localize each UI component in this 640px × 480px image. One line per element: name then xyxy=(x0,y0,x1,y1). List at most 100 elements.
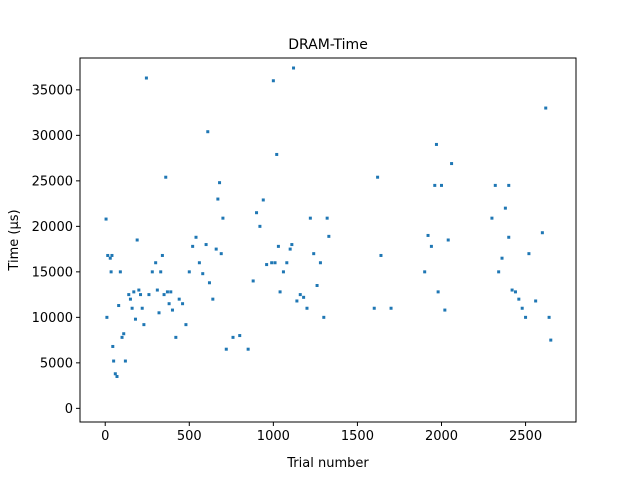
data-point xyxy=(500,256,504,260)
data-point xyxy=(493,183,497,187)
data-point xyxy=(450,162,454,166)
chart-title: DRAM-Time xyxy=(288,37,368,53)
data-point xyxy=(113,372,117,376)
data-point xyxy=(224,347,228,351)
data-point xyxy=(510,288,514,292)
y-tick-label: 10000 xyxy=(32,311,73,326)
data-point xyxy=(144,76,148,80)
y-tick-label: 0 xyxy=(65,402,73,417)
data-point xyxy=(251,279,255,283)
data-point xyxy=(197,261,201,265)
data-point xyxy=(111,344,115,348)
y-tick-label: 20000 xyxy=(32,220,73,235)
data-point xyxy=(137,288,141,292)
data-point xyxy=(520,306,524,310)
data-point xyxy=(258,224,262,228)
data-point xyxy=(443,308,447,312)
data-point xyxy=(160,253,164,257)
data-point xyxy=(187,270,191,274)
data-point xyxy=(436,290,440,294)
data-point xyxy=(439,183,443,187)
y-tick-label: 15000 xyxy=(32,265,73,280)
data-point xyxy=(122,332,126,336)
data-point xyxy=(106,253,110,257)
data-point xyxy=(429,244,433,248)
data-point xyxy=(288,247,292,251)
data-point xyxy=(433,183,437,187)
data-point xyxy=(271,79,275,83)
data-point xyxy=(497,270,501,274)
data-point xyxy=(322,315,326,319)
data-point xyxy=(513,290,517,294)
data-point xyxy=(290,243,294,247)
x-tick-label: 500 xyxy=(177,429,202,444)
y-axis-ticks: 0 5000 10000 15000 20000 25000 30000 35000 xyxy=(32,83,80,417)
data-point xyxy=(157,311,161,315)
data-point xyxy=(191,244,195,248)
x-tick-label: 2000 xyxy=(425,429,458,444)
data-point xyxy=(219,252,223,256)
data-point xyxy=(169,290,173,294)
data-point xyxy=(132,290,136,294)
data-point xyxy=(285,261,289,265)
data-point xyxy=(325,216,329,220)
data-point xyxy=(155,288,159,292)
data-point xyxy=(372,306,376,310)
data-point xyxy=(544,106,548,110)
data-point xyxy=(147,293,151,297)
data-points xyxy=(104,66,553,378)
data-point xyxy=(446,238,450,242)
data-point xyxy=(302,295,306,299)
y-tick-label: 5000 xyxy=(40,356,73,371)
data-point xyxy=(547,315,551,319)
data-point xyxy=(527,252,531,256)
data-point xyxy=(162,293,166,297)
data-point xyxy=(278,290,282,294)
data-point xyxy=(534,299,538,303)
data-point xyxy=(184,323,188,327)
x-tick-label: 1500 xyxy=(341,429,374,444)
data-point xyxy=(276,244,280,248)
x-tick-label: 2500 xyxy=(509,429,542,444)
data-point xyxy=(110,253,114,257)
plot-frame xyxy=(79,57,577,423)
data-point xyxy=(389,306,393,310)
data-point xyxy=(128,297,132,301)
data-point xyxy=(273,261,277,265)
data-point xyxy=(214,247,218,251)
data-point xyxy=(308,216,312,220)
data-point xyxy=(139,293,143,297)
data-point xyxy=(218,181,222,185)
data-point xyxy=(127,293,131,297)
data-point xyxy=(426,233,430,237)
data-point xyxy=(181,302,185,306)
data-point xyxy=(194,235,198,239)
data-point xyxy=(549,338,553,342)
data-point xyxy=(207,281,211,285)
x-axis-label: Trial number xyxy=(286,456,369,471)
y-tick-label: 35000 xyxy=(32,83,73,98)
data-point xyxy=(142,323,146,327)
data-point xyxy=(159,270,163,274)
x-tick-label: 1000 xyxy=(257,429,290,444)
data-point xyxy=(231,335,235,339)
data-point xyxy=(275,152,279,156)
data-point xyxy=(327,234,331,238)
data-point xyxy=(154,261,158,265)
data-point xyxy=(295,299,299,303)
data-point xyxy=(265,263,269,267)
data-point xyxy=(133,317,137,321)
y-tick-label: 30000 xyxy=(32,129,73,144)
data-point xyxy=(123,359,127,363)
data-point xyxy=(507,235,511,239)
data-point xyxy=(130,306,134,310)
data-point xyxy=(140,306,144,310)
data-point xyxy=(115,375,119,378)
data-point xyxy=(105,315,109,319)
data-point xyxy=(376,175,380,179)
data-point xyxy=(507,183,511,187)
data-point xyxy=(246,347,250,351)
data-point xyxy=(165,290,169,294)
data-point xyxy=(315,284,319,287)
